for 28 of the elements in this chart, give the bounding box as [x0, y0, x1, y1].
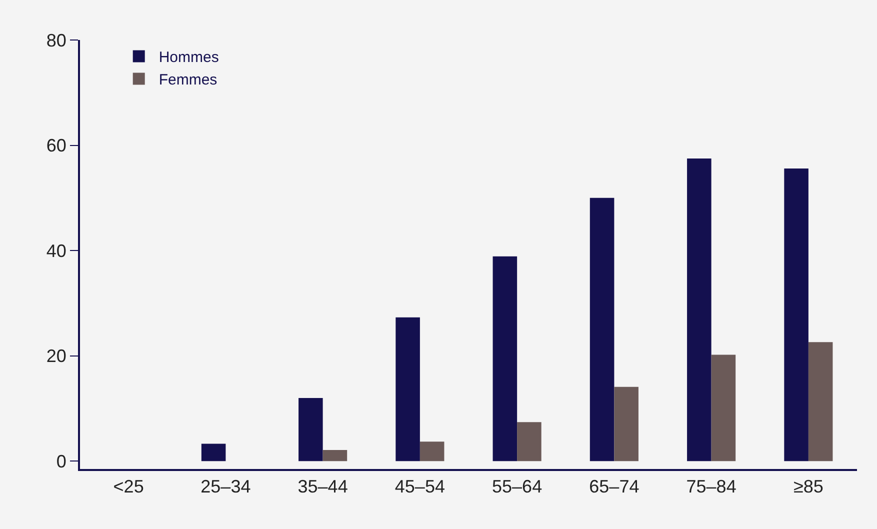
x-tick-label: ≥85 — [793, 476, 824, 497]
x-tick-label: 65–74 — [589, 476, 640, 497]
bar — [298, 398, 323, 462]
y-tick-label: 80 — [46, 30, 66, 50]
bar — [711, 354, 736, 462]
x-tick-label: 75–84 — [686, 476, 736, 497]
bar — [614, 386, 638, 462]
bar — [322, 450, 348, 462]
x-tick-label: 35–44 — [298, 476, 348, 497]
x-tick-label: <25 — [113, 476, 144, 497]
bar — [492, 256, 518, 462]
legend-label: Hommes — [158, 49, 219, 66]
bar — [590, 198, 614, 462]
bar — [517, 422, 542, 462]
bar — [201, 444, 226, 462]
x-tick-label: 45–54 — [394, 476, 445, 497]
legend-label: Femmes — [158, 72, 218, 89]
bar — [687, 158, 712, 462]
y-tick-label: 40 — [46, 240, 66, 261]
bar — [396, 317, 420, 462]
y-tick-label: 20 — [46, 346, 66, 366]
y-tick-label: 0 — [56, 451, 66, 472]
x-tick-label: 25–34 — [200, 476, 251, 497]
x-tick-label: 55–64 — [492, 476, 542, 497]
bar — [808, 342, 833, 462]
bar — [784, 168, 808, 462]
bar — [420, 442, 444, 462]
y-tick-label: 60 — [46, 136, 66, 156]
